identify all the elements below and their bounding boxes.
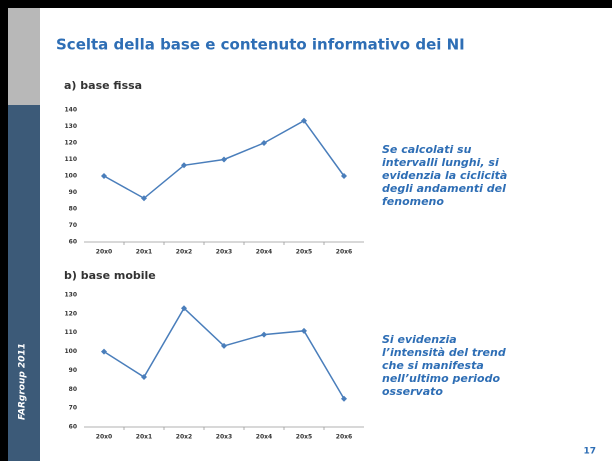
chart-title: b) base mobile — [64, 269, 156, 282]
x-tick-label: 20x3 — [216, 434, 232, 441]
y-tick-label: 80 — [69, 386, 77, 393]
x-tick-label: 20x5 — [296, 434, 312, 441]
marker — [261, 331, 267, 338]
y-tick-label: 110 — [64, 156, 77, 163]
marker — [141, 195, 147, 202]
marker — [101, 173, 107, 179]
x-tick-label: 20x0 — [96, 434, 112, 441]
slide-title: Scelta della base e contenuto informativ… — [56, 36, 465, 54]
note-line: Se calcolati su — [382, 143, 472, 156]
marker — [301, 117, 307, 124]
x-tick-label: 20x6 — [336, 249, 352, 256]
marker — [221, 156, 227, 163]
x-tick-label: 20x4 — [256, 434, 272, 441]
y-tick-label: 100 — [64, 348, 77, 355]
x-tick-label: 20x6 — [336, 434, 352, 441]
x-tick-label: 20x4 — [256, 249, 272, 256]
y-tick-label: 120 — [64, 140, 77, 147]
y-tick-label: 110 — [64, 329, 77, 336]
note-line: evidenzia la ciclicità — [382, 169, 507, 182]
y-tick-label: 60 — [69, 239, 77, 246]
x-tick-label: 20x5 — [296, 249, 312, 256]
marker — [141, 374, 147, 381]
note-line: nell’ultimo periodo — [382, 372, 500, 385]
y-tick-label: 60 — [69, 424, 77, 431]
y-tick-label: 80 — [69, 206, 77, 213]
side-bar-top — [8, 8, 40, 105]
y-tick-label: 120 — [64, 310, 77, 317]
y-tick-label: 140 — [64, 107, 77, 114]
x-tick-label: 20x1 — [136, 249, 152, 256]
x-tick-label: 20x2 — [176, 434, 192, 441]
marker — [341, 395, 347, 402]
x-tick-label: 20x1 — [136, 434, 152, 441]
note-line: osservato — [382, 385, 443, 398]
marker — [181, 162, 187, 169]
y-tick-label: 130 — [64, 123, 77, 130]
note-line: fenomeno — [382, 195, 444, 208]
y-tick-label: 70 — [69, 222, 77, 229]
page-number: 17 — [583, 447, 596, 457]
marker — [341, 173, 347, 179]
note-line: intervalli lunghi, si — [382, 156, 499, 169]
note-line: degli andamenti del — [382, 182, 506, 195]
y-tick-label: 130 — [64, 292, 77, 299]
note-line: l’intensità del trend — [382, 346, 506, 359]
marker — [261, 140, 267, 146]
marker — [221, 342, 227, 349]
note-line: che si manifesta — [382, 359, 484, 372]
x-tick-label: 20x2 — [176, 249, 192, 256]
marker — [101, 348, 107, 355]
chart-title: a) base fissa — [64, 79, 142, 92]
side-bar — [8, 105, 40, 461]
y-tick-label: 90 — [69, 189, 77, 196]
x-tick-label: 20x3 — [216, 249, 232, 256]
x-tick-label: 20x0 — [96, 249, 112, 256]
y-tick-label: 90 — [69, 367, 77, 374]
y-tick-label: 70 — [69, 405, 77, 412]
note-line: Si evidenzia — [382, 333, 457, 346]
footer: FARgroup 2011 — [18, 343, 28, 420]
y-tick-label: 100 — [64, 173, 77, 180]
marker — [301, 327, 307, 334]
marker — [181, 305, 187, 312]
slide-bg — [8, 8, 612, 461]
